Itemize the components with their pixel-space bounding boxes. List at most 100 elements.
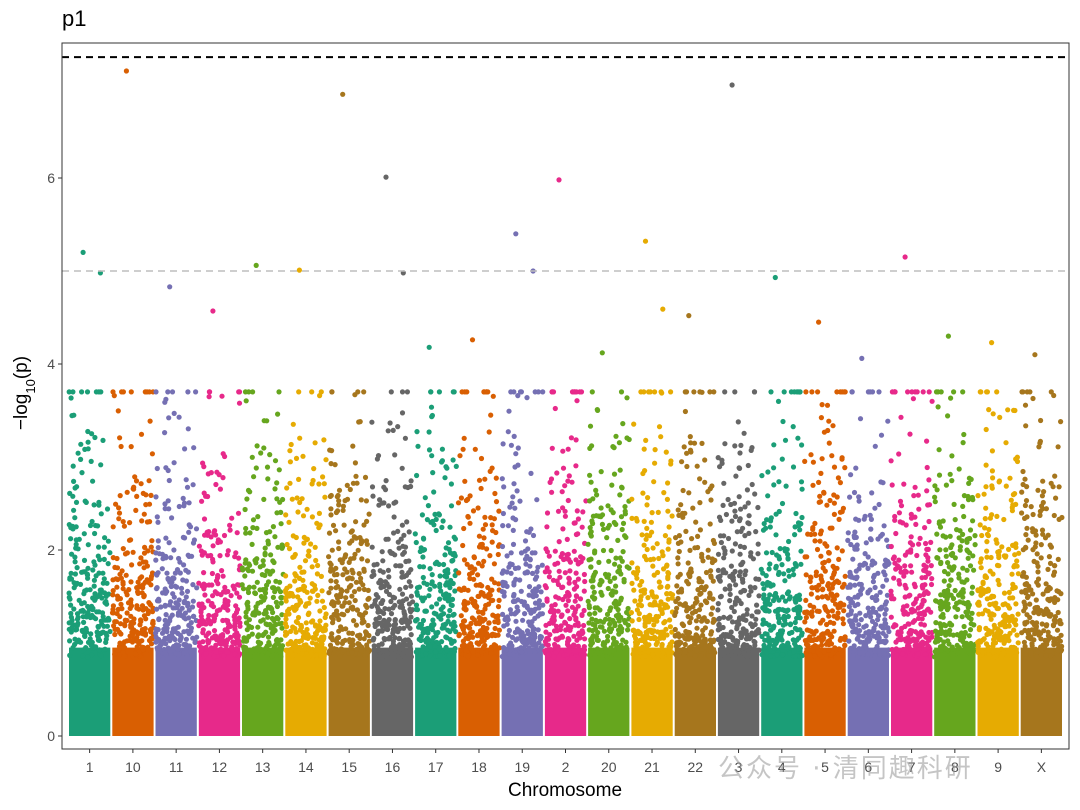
- snp-point: [632, 639, 639, 645]
- snp-point: [128, 389, 134, 395]
- snp-point: [738, 442, 744, 448]
- snp-point: [420, 554, 426, 560]
- snp-point: [174, 646, 180, 652]
- snp-point: [242, 560, 248, 566]
- snp-point: [269, 630, 275, 636]
- snp-point: [377, 654, 383, 660]
- snp-point: [805, 643, 811, 649]
- snp-point: [210, 593, 216, 599]
- snp-point: [649, 509, 655, 516]
- snp-point: [265, 538, 271, 544]
- snp-point: [862, 513, 868, 520]
- snp-point: [172, 626, 179, 632]
- snp-point: [642, 623, 648, 629]
- snp-point: [499, 653, 505, 660]
- snp-point: [514, 488, 520, 494]
- snp-point: [812, 538, 818, 544]
- snp-point: [333, 579, 339, 585]
- snp-point: [296, 476, 302, 482]
- snp-point: [590, 520, 596, 527]
- snp-point: [400, 650, 406, 657]
- snp-point: [559, 489, 565, 495]
- snp-point: [652, 447, 658, 453]
- snp-point: [881, 523, 887, 529]
- snp-point: [341, 647, 347, 653]
- snp-point: [114, 565, 121, 571]
- snp-point: [413, 606, 419, 613]
- snp-point: [504, 621, 510, 627]
- snp-point: [100, 570, 106, 576]
- snp-point: [826, 549, 832, 556]
- snp-point: [1010, 585, 1016, 592]
- snp-point: [631, 633, 638, 639]
- snp-point: [637, 637, 643, 644]
- snp-point: [301, 540, 307, 546]
- snp-point: [717, 594, 724, 600]
- snp-point: [406, 529, 412, 535]
- snp-point: [792, 532, 798, 538]
- snp-point: [971, 567, 977, 573]
- snp-point: [798, 561, 804, 567]
- snp-point: [891, 575, 897, 581]
- snp-point: [1007, 475, 1013, 481]
- snp-point: [762, 637, 768, 643]
- snp-point: [68, 629, 74, 635]
- snp-point: [907, 431, 913, 437]
- snp-point: [326, 554, 332, 560]
- snp-point: [272, 534, 278, 540]
- snp-point: [682, 408, 689, 415]
- snp-point: [538, 589, 544, 595]
- snp-point: [309, 481, 315, 487]
- snp-point: [98, 653, 104, 659]
- snp-point: [217, 486, 223, 492]
- snp-point: [855, 601, 861, 607]
- snp-point: [729, 604, 735, 611]
- snp-point: [667, 591, 674, 597]
- snp-point: [764, 631, 770, 637]
- snp-point: [417, 548, 423, 555]
- snp-point: [544, 565, 550, 571]
- snp-point: [592, 569, 599, 576]
- snp-point: [287, 459, 293, 465]
- snp-point: [313, 557, 319, 564]
- snp-point: [624, 395, 630, 401]
- snp-point: [808, 575, 814, 581]
- snp-point: [865, 651, 871, 658]
- snp-point: [85, 439, 91, 445]
- snp-point: [128, 603, 135, 609]
- snp-point: [171, 547, 177, 553]
- snp-point: [960, 389, 966, 395]
- snp-point: [666, 644, 672, 650]
- snp-point: [520, 617, 526, 623]
- snp-point: [128, 537, 134, 543]
- snp-point: [349, 567, 355, 573]
- snp-point: [286, 546, 293, 552]
- dense-band-chr-13: [242, 647, 284, 736]
- snp-point: [180, 495, 186, 501]
- snp-point: [893, 530, 899, 537]
- snp-point: [969, 642, 975, 649]
- snp-point: [543, 629, 549, 635]
- snp-point: [871, 628, 877, 634]
- snp-point: [128, 579, 134, 585]
- snp-point: [510, 541, 517, 548]
- snp-point: [727, 642, 733, 648]
- snp-point: [465, 636, 471, 642]
- snp-point: [214, 608, 220, 614]
- snp-point: [278, 509, 284, 515]
- snp-point: [656, 579, 662, 585]
- snp-point: [846, 604, 853, 610]
- snp-point: [68, 602, 74, 608]
- snp-point: [564, 536, 570, 543]
- snp-point: [773, 511, 779, 517]
- snp-point: [526, 619, 532, 625]
- snp-point: [114, 626, 121, 633]
- snp-point: [266, 642, 272, 648]
- snp-point: [978, 389, 984, 395]
- snp-point: [538, 645, 544, 651]
- snp-point: [826, 586, 833, 592]
- snp-point: [346, 559, 352, 566]
- snp-point: [872, 584, 878, 591]
- snp-point: [320, 474, 326, 480]
- snp-point: [148, 582, 154, 588]
